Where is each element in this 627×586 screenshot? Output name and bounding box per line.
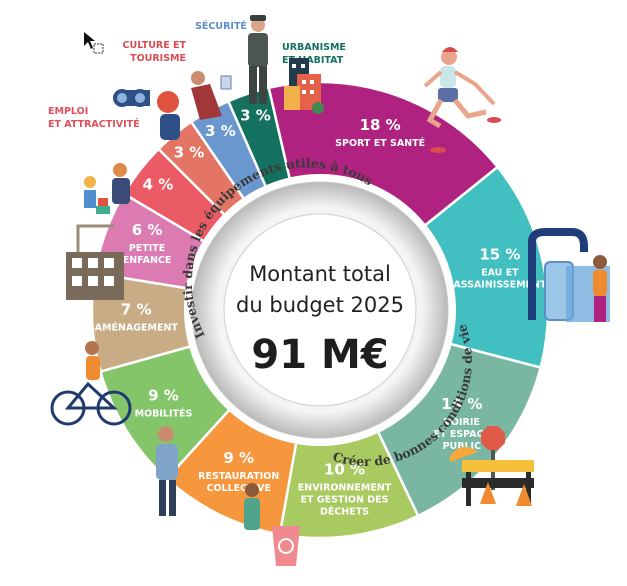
- slice-percent-label: 4 %: [143, 175, 174, 193]
- water-tap-illustration: [528, 228, 610, 322]
- cyclist-illustration: [50, 341, 132, 426]
- center-title-line1: Montant total: [249, 262, 391, 286]
- slice-percent-label: 3 %: [240, 106, 271, 124]
- slice-external-label: TOURISME: [130, 53, 186, 64]
- slice-category-label: ENFANCE: [123, 255, 172, 266]
- slice-category-label: EAU ET: [481, 267, 519, 278]
- slice-external-label: ET HABITAT: [282, 55, 344, 66]
- slice-external-label: EMPLOI: [48, 106, 88, 117]
- slice-category-label: DÉCHETS: [320, 505, 369, 517]
- slice-percent-label: 10 %: [324, 460, 365, 478]
- slice-category-label: ET ESPACE: [434, 429, 491, 440]
- slice-percent-label: 7 %: [121, 300, 152, 318]
- slice-category-label: MOBILITÉS: [135, 408, 193, 420]
- slice-category-label: AMÉNAGEMENT: [95, 321, 179, 333]
- roadworks-illustration: [450, 426, 534, 506]
- slice-category-label: PUBLIC: [443, 441, 482, 452]
- center-disc: [223, 213, 417, 407]
- center-total: 91 M€: [251, 332, 388, 378]
- slice-external-label: ET ATTRACTIVITÉ: [48, 118, 140, 130]
- slice-percent-label: 14 %: [441, 395, 482, 413]
- construction-illustration: [66, 224, 124, 300]
- slice-category-label: ENVIRONNEMENT: [298, 482, 392, 493]
- slice-external-label: SÉCURITÉ: [195, 20, 247, 32]
- slice-category-label: RESTAURATION: [198, 471, 279, 482]
- family-illustration: [84, 163, 130, 214]
- slice-percent-label: 15 %: [479, 245, 520, 263]
- binoculars-woman-illustration: [113, 89, 180, 140]
- slice-category-label: SPORT ET SANTÉ: [335, 137, 425, 149]
- slice-category-label: PETITE: [129, 243, 165, 254]
- slice-category-label: ASSAINISSEMENT: [453, 279, 547, 290]
- police-officer-illustration: [248, 15, 268, 104]
- reader-illustration: [191, 71, 232, 120]
- slice-external-label: URBANISME: [282, 42, 346, 53]
- slice-category-label: COLLECTIVE: [206, 483, 270, 494]
- slice-percent-label: 9 %: [223, 449, 254, 467]
- recycling-bin-illustration: [244, 483, 300, 566]
- slice-external-label: CULTURE ET: [123, 40, 187, 51]
- slice-percent-label: 6 %: [132, 221, 163, 239]
- cook-illustration: [156, 426, 178, 516]
- slice-labels: 18 % SPORT ET SANTÉ 15 % EAU ETASSAINISSEME…: [48, 20, 547, 517]
- slice-percent-label: 18 %: [360, 116, 401, 134]
- slice-category-label: VOIRIE: [444, 417, 480, 428]
- slice-percent-label: 3 %: [205, 122, 236, 140]
- runner-illustration: [423, 47, 501, 153]
- buildings-illustration: [284, 58, 324, 114]
- slice-percent-label: 9 %: [148, 387, 179, 405]
- center-title-line2: du budget 2025: [236, 293, 404, 317]
- slice-category-label: ET GESTION DES: [301, 494, 389, 505]
- mouse-cursor-icon: [84, 32, 104, 54]
- slice-percent-label: 3 %: [174, 143, 205, 161]
